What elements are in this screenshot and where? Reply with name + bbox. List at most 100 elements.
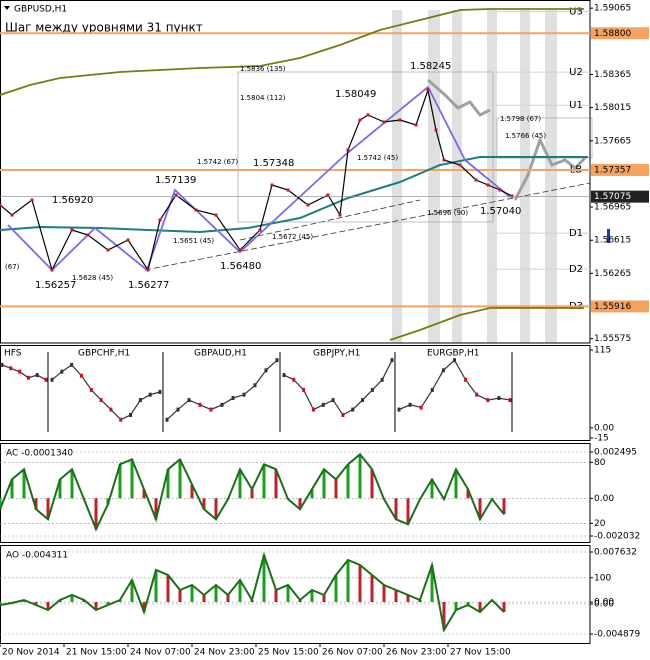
- mini-point: [508, 398, 512, 403]
- histogram-bar: [70, 595, 74, 603]
- mini-point: [302, 387, 306, 392]
- histogram-bar: [94, 602, 98, 611]
- indicator-line: [0, 156, 588, 234]
- y-tick-label: 20: [594, 519, 606, 529]
- price-tag: [591, 163, 649, 176]
- mini-point: [35, 373, 39, 378]
- y-tick-label: 1.58365: [594, 70, 631, 80]
- histogram-bar: [106, 602, 110, 606]
- histogram-bar: [466, 489, 470, 499]
- x-tick-label: 26 Nov 07:00: [322, 648, 383, 658]
- mini-point: [321, 402, 325, 407]
- mini-point: [292, 377, 296, 382]
- mini-point: [275, 358, 279, 363]
- price-tag: [591, 300, 649, 313]
- price-tag-label: 1.55916: [594, 302, 631, 312]
- mini-label: GBPJPY,H1: [313, 349, 360, 359]
- price-point: [510, 194, 514, 198]
- histogram-bar: [430, 479, 434, 499]
- mini-point: [282, 373, 286, 378]
- oscillator-line: [0, 551, 505, 633]
- price-point: [238, 248, 242, 252]
- mini-point: [341, 412, 345, 417]
- price-point: [366, 113, 370, 117]
- annotation: 1.56920: [52, 195, 93, 206]
- mini-line: [51, 364, 161, 421]
- mini-point: [430, 387, 434, 392]
- annotation: 1.58049: [335, 89, 376, 100]
- histogram-bar: [142, 602, 146, 613]
- mini-point: [441, 368, 445, 373]
- y-tick-label: 0.00: [594, 598, 614, 608]
- price-point: [194, 208, 198, 212]
- indicator-line: [7, 85, 511, 272]
- mini-point: [50, 377, 54, 382]
- y-tick-label: 1.56965: [594, 203, 631, 213]
- projection: [427, 78, 587, 201]
- mini-point: [119, 417, 123, 422]
- price-point: [382, 120, 386, 124]
- annotation: 1.57139: [155, 175, 196, 186]
- mini-point: [89, 387, 93, 392]
- mini-point: [397, 407, 401, 412]
- price-point: [426, 88, 430, 92]
- histogram-bar: [178, 590, 182, 603]
- price-tag-label: 1.57357: [594, 165, 631, 175]
- x-tick-label: 24 Nov 07:00: [130, 648, 191, 658]
- histogram-bar: [358, 454, 362, 499]
- histogram-bar: [406, 595, 410, 603]
- mini-point: [419, 405, 423, 410]
- price-point: [338, 213, 342, 217]
- mini-point: [464, 377, 468, 382]
- price-point: [106, 248, 110, 252]
- mini-line: [283, 359, 393, 416]
- panel-frames: [0, 0, 591, 644]
- mini-point: [44, 377, 48, 382]
- annotation: 1.5804 (112): [240, 94, 286, 102]
- current-tag: [591, 190, 649, 203]
- y-tick-label: 115: [594, 346, 611, 356]
- mini-point: [242, 392, 246, 397]
- current-label: 1.57075: [594, 192, 631, 202]
- y-tick-label: 1.58015: [594, 103, 631, 113]
- histogram-bar: [478, 498, 482, 520]
- price-point: [70, 228, 74, 232]
- histogram-bar: [154, 498, 158, 520]
- histogram-bar: [358, 564, 362, 603]
- mini-point: [475, 392, 479, 397]
- histogram-bar: [166, 575, 170, 603]
- histogram-bar: [46, 602, 50, 611]
- histogram-bar: [94, 498, 98, 530]
- y-tick-label: 1.56615: [594, 236, 631, 246]
- menu-arrow[interactable]: [4, 6, 10, 10]
- histogram-bar: [0, 498, 2, 510]
- y-tick-label: 0.002495: [594, 448, 637, 458]
- histogram-bar: [478, 602, 482, 613]
- histogram-bar: [190, 484, 194, 499]
- x-tick-label: 25 Nov 15:00: [258, 648, 319, 658]
- mini-point: [380, 377, 384, 382]
- histogram-bar: [190, 585, 194, 603]
- price-point: [50, 268, 54, 272]
- mini-point: [0, 362, 4, 367]
- histogram-bar: [70, 469, 74, 499]
- scroll-marker: [607, 229, 610, 243]
- price-point: [358, 118, 362, 122]
- annotation: 1.5798 (67): [500, 115, 541, 123]
- histogram-bar: [130, 459, 134, 499]
- mini-point: [60, 369, 64, 374]
- mini-point: [99, 398, 103, 403]
- histogram-bar: [430, 564, 434, 603]
- histogram-bar: [322, 595, 326, 603]
- x-tick-label: 20 Nov 2014: [2, 648, 60, 658]
- price-point: [258, 228, 262, 232]
- x-tick-label: 26 Nov 23:00: [386, 648, 447, 658]
- histogram-bar: [154, 570, 158, 603]
- y-tick-label: 80: [594, 458, 606, 468]
- annotation: 1.5651 (45): [173, 237, 214, 245]
- mini-point: [18, 369, 22, 374]
- mini-point: [331, 398, 335, 403]
- price-point: [174, 193, 178, 197]
- y-tick-label: 1.55575: [594, 334, 631, 344]
